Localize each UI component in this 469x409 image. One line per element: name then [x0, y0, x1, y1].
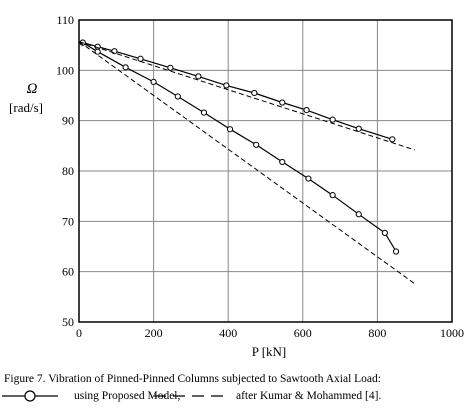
series-point-1 [303, 106, 310, 114]
series-point-2 [94, 48, 101, 55]
series-line-2 [82, 42, 397, 252]
series-point-2 [226, 126, 234, 133]
legend-reference-marker [154, 395, 226, 397]
series-point-1 [195, 73, 202, 80]
series-point-2 [392, 248, 400, 255]
x-tick-label: 0 [76, 326, 82, 340]
y-axis-unit: [rad/s] [9, 100, 43, 115]
series-point-2 [253, 141, 260, 148]
series-point-1 [137, 55, 144, 62]
series-point-1 [389, 136, 396, 143]
y-tick-label: 50 [62, 315, 74, 329]
x-tick-label: 600 [294, 326, 312, 340]
series-point-2 [174, 93, 181, 100]
legend-reference-label: after Kumar & Mohammed [4]. [236, 390, 382, 402]
y-tick-label: 60 [62, 265, 74, 279]
x-tick-label: 200 [145, 326, 163, 340]
y-axis-label: Ω [27, 81, 38, 97]
legend-proposed-label: using Proposed Model, [74, 390, 181, 402]
y-tick-label: 90 [62, 114, 74, 128]
plot-frame [78, 19, 453, 323]
y-tick-label: 70 [62, 214, 74, 228]
series-line-1 [82, 42, 393, 140]
x-axis-label: P [kN] [252, 344, 287, 359]
series-point-1 [167, 64, 174, 71]
series-point-1 [223, 82, 230, 89]
series-dashed-line-3 [78, 41, 415, 151]
series-point-2 [329, 192, 336, 199]
legend-proposed-marker [2, 390, 58, 402]
series-point-2 [305, 175, 312, 182]
series-point-2 [279, 158, 286, 166]
x-tick-label: 800 [368, 326, 386, 340]
y-tick-label: 110 [56, 13, 74, 27]
series-layer [78, 39, 415, 285]
grid [79, 20, 452, 322]
series-point-2 [200, 109, 208, 116]
figure-caption: Figure 7. Vibration of Pinned-Pinned Col… [4, 373, 381, 385]
series-point-1 [355, 125, 362, 132]
x-tick-label: 400 [219, 326, 237, 340]
tick-labels: 0 200 400 600 800 1000 50 60 70 80 90 100 110 [56, 13, 464, 340]
series-point-1 [329, 116, 336, 123]
series-point-2 [150, 78, 157, 86]
series-point-1 [111, 48, 118, 55]
series-point-2 [355, 211, 362, 218]
series-point-1 [279, 99, 286, 106]
y-tick-label: 80 [62, 164, 74, 178]
series-point-2 [122, 64, 129, 71]
series-point-1 [251, 89, 258, 97]
legend: using Proposed Model, after Kumar & Moha… [0, 388, 469, 404]
x-tick-label: 1000 [440, 326, 464, 340]
series-point-2 [381, 229, 388, 237]
axes [78, 19, 453, 323]
series-dashed-line-4 [78, 41, 415, 285]
y-tick-label: 100 [56, 63, 74, 77]
